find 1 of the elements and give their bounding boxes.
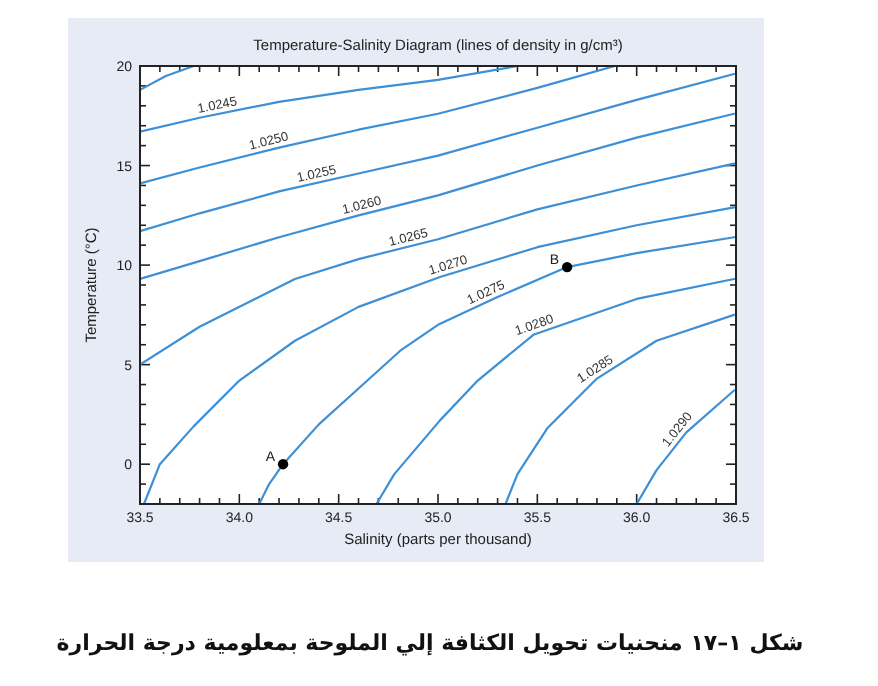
text: شكل ١–١٧ منحنيات تحويل الكثافة إلي الملوحة بمعلومية درجة الحرارة xyxy=(56,630,804,656)
